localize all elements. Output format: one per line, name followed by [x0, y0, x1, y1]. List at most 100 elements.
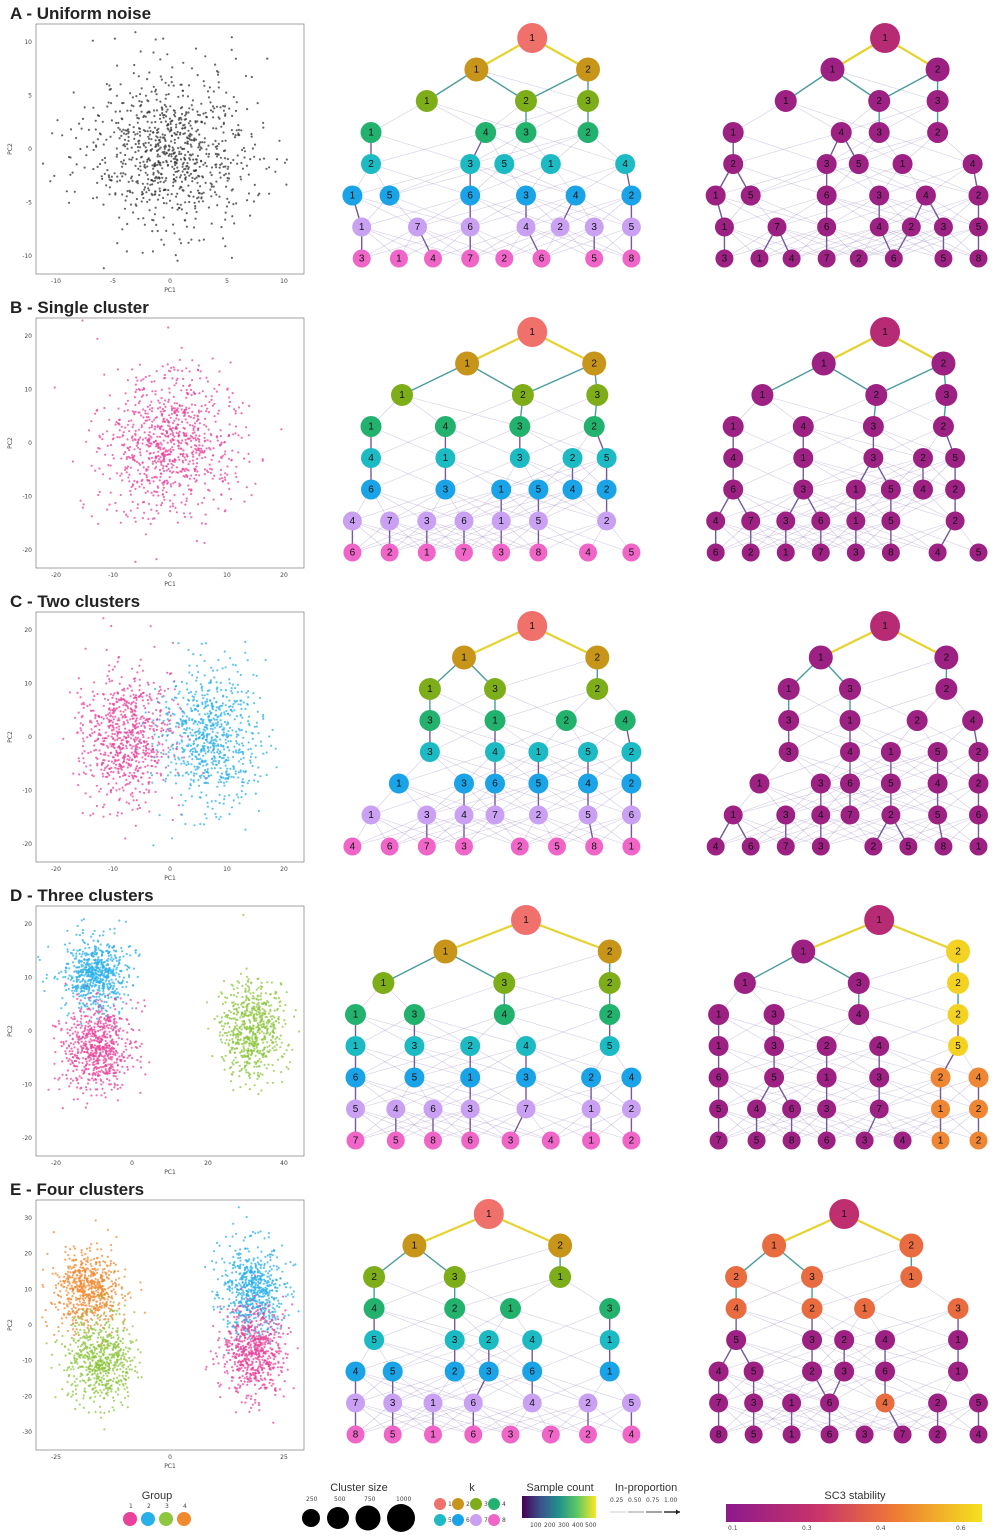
pca-point [115, 509, 118, 512]
pca-point [110, 1027, 113, 1030]
pca-point [92, 106, 95, 109]
pca-point [225, 710, 228, 713]
pca-point [154, 790, 157, 794]
pca-point [132, 693, 135, 696]
pca-point [182, 189, 185, 192]
pca-point [75, 163, 78, 166]
pca-point [106, 771, 109, 775]
pca-point [75, 1026, 78, 1029]
pca-point [119, 474, 122, 477]
pca-point [213, 402, 216, 405]
pca-point [177, 136, 180, 140]
pca-point [158, 425, 161, 428]
pca-point [209, 171, 212, 174]
pca-point [155, 98, 158, 101]
pca-point [163, 409, 166, 412]
pca-point [86, 943, 90, 946]
pca-point [222, 695, 225, 698]
pca-point [81, 968, 84, 971]
pca-point [147, 736, 150, 739]
pca-point [91, 1052, 94, 1055]
pca-point [102, 1055, 105, 1058]
pca-point [79, 727, 82, 730]
pca-point [89, 975, 92, 978]
pca-point [200, 197, 203, 200]
pca-point [193, 824, 196, 827]
pca-point [61, 997, 64, 1000]
pca-point [211, 669, 214, 672]
pca-point [177, 804, 180, 807]
pca-point [154, 206, 157, 209]
pca-point [179, 734, 182, 737]
pca-point [160, 78, 163, 81]
pca-point [181, 127, 184, 130]
pca-point [108, 774, 111, 777]
pca-point [113, 692, 116, 695]
pca-point [227, 172, 231, 175]
pca-point [129, 92, 132, 95]
pca-point [96, 1057, 100, 1060]
pca-point [153, 418, 156, 421]
pca-point [234, 772, 237, 775]
pca-point [180, 180, 184, 183]
pca-point [165, 115, 168, 118]
pca-ytick: 0 [28, 146, 32, 153]
pca-point [215, 740, 218, 743]
pca-point [188, 370, 191, 373]
pca-point [104, 751, 107, 754]
pca-point [144, 744, 147, 748]
pca-point [72, 1098, 75, 1101]
pca-point [72, 1070, 75, 1073]
pca-point [193, 747, 196, 750]
pca-point [176, 771, 179, 774]
pca-point [110, 956, 113, 959]
pca-point [238, 134, 241, 137]
pca-point [134, 949, 137, 952]
pca-point [150, 759, 153, 762]
pca-point [168, 453, 171, 456]
pca-point [248, 1058, 251, 1061]
pca-point [80, 1037, 83, 1040]
pca-point [81, 950, 84, 953]
pca-point [193, 731, 196, 734]
pca-point [150, 380, 153, 383]
pca-point [97, 956, 100, 959]
pca-point [156, 198, 160, 201]
pca-point [103, 406, 106, 410]
pca-point [234, 664, 237, 667]
pca-point [159, 75, 162, 78]
pca-point [124, 129, 127, 132]
pca-point [213, 756, 216, 759]
pca-point [183, 762, 186, 765]
pca-point [118, 1055, 121, 1058]
pca-point [213, 107, 216, 110]
pca-point [127, 447, 130, 450]
pca-point [175, 721, 178, 725]
pca-point [148, 431, 151, 434]
pca-point [86, 1062, 89, 1065]
pca-point [190, 127, 194, 130]
pca-point [128, 449, 131, 452]
pca-point [135, 376, 138, 379]
pca-point [124, 784, 127, 787]
pca-point [166, 363, 169, 366]
pca-point [133, 680, 136, 683]
pca-point [105, 1051, 108, 1055]
pca-point [135, 722, 138, 725]
pca-point [81, 506, 84, 509]
pca-point [141, 251, 144, 254]
pca-point [162, 189, 165, 192]
pca-point [261, 1055, 264, 1059]
pca-point [222, 754, 225, 757]
pca-point [241, 148, 244, 152]
pca-point [143, 422, 146, 425]
pca-point [239, 699, 242, 702]
pca-point [115, 1058, 119, 1061]
pca-point [131, 435, 134, 438]
pca-point [126, 399, 129, 402]
pca-point [101, 987, 104, 990]
pca-point [83, 1065, 86, 1069]
pca-point [79, 948, 82, 951]
pca-point [107, 754, 110, 757]
pca-point [96, 165, 99, 168]
